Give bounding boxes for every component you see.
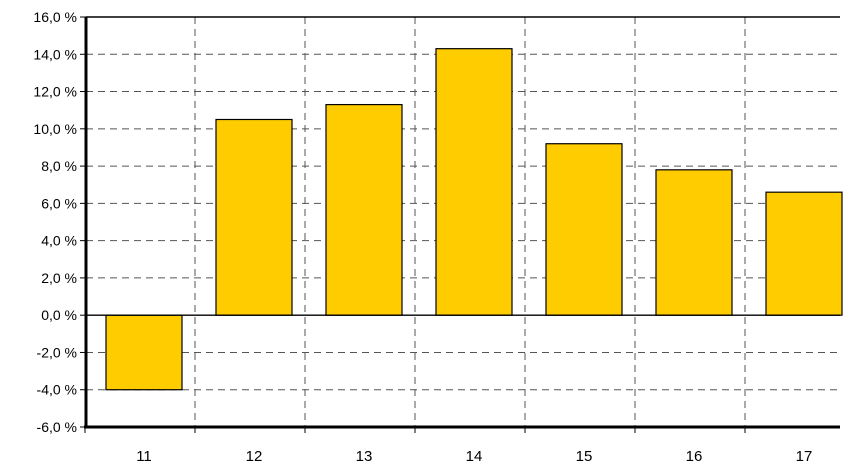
y-axis-ticks: -6,0 % -4,0 % -2,0 % 0,0 % 2,0 % 4,0 % 6,0 % 8,… — [33, 9, 86, 435]
y-tick-label: 8,0 % — [41, 158, 77, 174]
bar-13 — [325, 103, 403, 316]
bars — [105, 48, 843, 391]
y-tick-label: -6,0 % — [37, 419, 77, 435]
x-tick-label: 16 — [686, 448, 703, 465]
bar-14 — [435, 48, 513, 316]
y-tick-label: 12,0 % — [33, 84, 77, 100]
y-tick-label: -2,0 % — [37, 344, 77, 360]
bar-16 — [655, 169, 733, 316]
y-tick-label: 10,0 % — [33, 121, 77, 137]
y-tick-label: 6,0 % — [41, 195, 77, 211]
y-tick-label: 2,0 % — [41, 270, 77, 286]
x-tick-label: 13 — [356, 448, 373, 465]
bar-15 — [545, 143, 623, 316]
bar-17 — [765, 191, 843, 316]
y-tick-label: 0,0 % — [41, 307, 77, 323]
y-tick-label: 4,0 % — [41, 233, 77, 249]
x-axis-ticks: 11 12 13 14 15 16 17 — [84, 427, 813, 465]
y-tick-label: -4,0 % — [37, 382, 77, 398]
x-tick-label: 14 — [466, 448, 483, 465]
bar-12 — [215, 118, 293, 316]
x-tick-label: 11 — [136, 448, 152, 465]
x-tick-label: 15 — [576, 448, 593, 465]
y-tick-label: 14,0 % — [33, 46, 77, 62]
x-tick-label: 12 — [246, 448, 263, 465]
x-tick-label: 17 — [796, 448, 813, 465]
y-tick-label: 16,0 % — [33, 9, 77, 25]
bar-11 — [105, 314, 183, 391]
axes — [84, 16, 840, 429]
